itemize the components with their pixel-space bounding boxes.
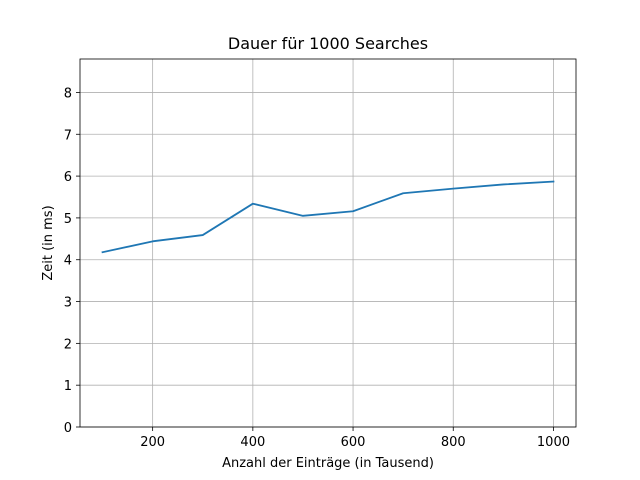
x-tick-label: 800 (441, 435, 466, 450)
x-tick-label: 400 (240, 435, 265, 450)
y-tick-label: 8 (64, 86, 72, 101)
axis-ticks: 200 400 600 800 1000 0 1 2 3 4 5 6 7 8 (64, 86, 570, 450)
y-tick-label: 1 (64, 379, 72, 394)
y-axis-label: Zeit (in ms) (41, 205, 56, 280)
chart-title: Dauer für 1000 Searches (228, 34, 428, 53)
y-tick-label: 2 (64, 337, 72, 352)
y-tick-label: 0 (64, 421, 72, 436)
y-tick-label: 7 (64, 128, 72, 143)
y-tick-label: 5 (64, 212, 72, 227)
plot-area-frame (79, 58, 577, 428)
y-tick-label: 3 (64, 296, 72, 311)
x-axis-label: Anzahl der Einträge (in Tausend) (222, 456, 434, 471)
x-tick-label: 600 (341, 435, 366, 450)
y-tick-label: 6 (64, 170, 72, 185)
x-tick-label: 200 (140, 435, 165, 450)
y-tick-label: 4 (64, 254, 72, 269)
data-series (101, 180, 555, 254)
x-tick-label: 1000 (537, 435, 570, 450)
series-line (101, 180, 555, 254)
